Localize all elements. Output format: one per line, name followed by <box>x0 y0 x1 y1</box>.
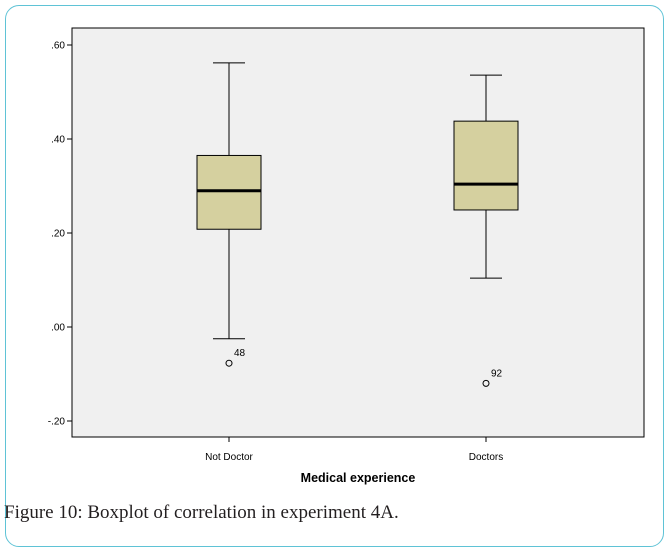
plot-area <box>71 27 645 438</box>
x-axis: Not Doctor Doctors <box>205 437 503 463</box>
box-not-doctor: 48 <box>196 62 262 367</box>
x-axis-title: Medical experience <box>301 471 416 485</box>
x-tick-label: Doctors <box>469 452 503 463</box>
y-tick-label: -.20 <box>48 417 66 428</box>
y-tick-label: .20 <box>51 229 65 240</box>
y-tick-label: .40 <box>51 135 65 146</box>
boxes-group: 48 92 <box>196 62 519 387</box>
iqr-box <box>453 120 519 211</box>
figure-caption: Figure 10: Boxplot of correlation in exp… <box>4 502 399 523</box>
outlier-label: 92 <box>491 368 503 379</box>
outlier-point <box>225 359 233 367</box>
iqr-box <box>196 154 262 230</box>
outlier-label: 48 <box>234 348 246 359</box>
box-doctors: 92 <box>453 74 519 387</box>
boxplot-chart: -.20.00.20.40.60 Not Doctor Doctors 4892 … <box>48 27 645 485</box>
x-tick-label: Not Doctor <box>205 452 253 463</box>
y-tick-label: .00 <box>51 323 65 334</box>
y-axis: -.20 .00 .20 .40 .60 <box>48 41 72 428</box>
y-tick-label: .60 <box>51 41 65 52</box>
outlier-point <box>482 379 490 387</box>
